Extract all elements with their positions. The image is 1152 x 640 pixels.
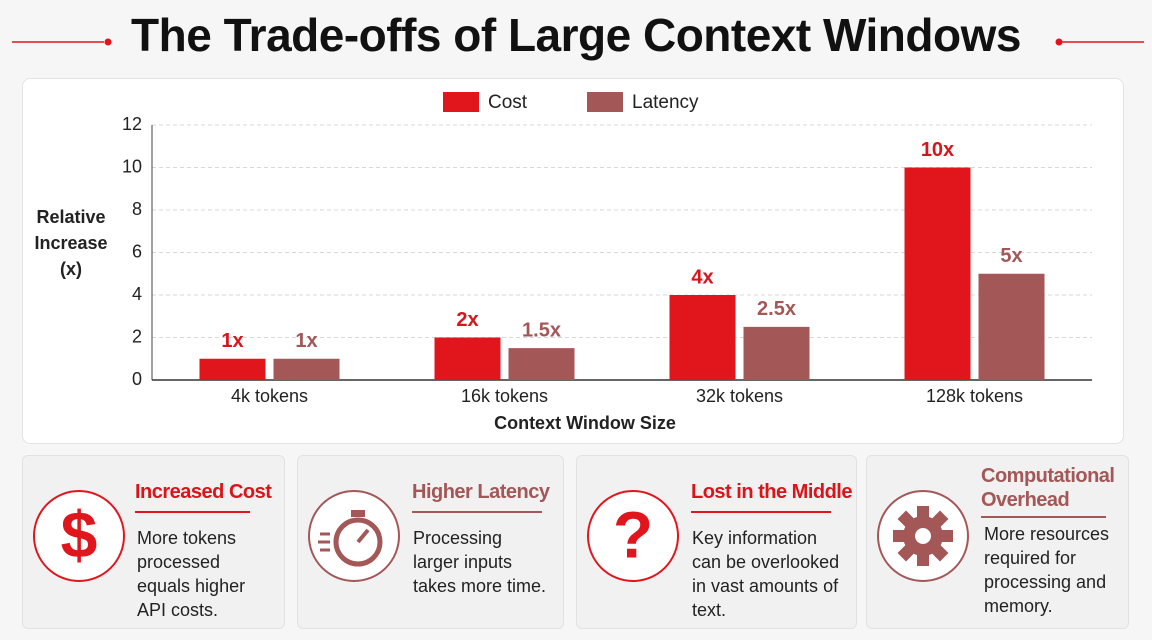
bar bbox=[743, 326, 810, 380]
value-label: 1x bbox=[295, 330, 317, 352]
y-tick-label: 8 bbox=[132, 199, 142, 219]
legend-swatch bbox=[443, 92, 479, 112]
x-axis-label: Context Window Size bbox=[494, 413, 676, 433]
underline bbox=[135, 511, 250, 513]
card-text: More tokens processed equals higher API … bbox=[137, 528, 246, 620]
underline bbox=[691, 511, 831, 513]
card: Higher Latency Processing larger inputs … bbox=[297, 455, 564, 629]
bar bbox=[199, 358, 266, 380]
chart: 0 2 4 6 8 10 12 Context Window Size Cost Latency 4… bbox=[122, 92, 1092, 433]
icon bbox=[308, 490, 400, 582]
x-tick-label: 16k tokens bbox=[461, 386, 548, 406]
card-text: More resources required for processing a… bbox=[984, 524, 1110, 616]
x-tick-label: 32k tokens bbox=[696, 386, 783, 406]
y-tick-label: 6 bbox=[132, 241, 142, 261]
card-title: Increased Cost bbox=[135, 481, 272, 503]
value-label: 2x bbox=[456, 309, 478, 331]
icon: $ bbox=[33, 490, 125, 582]
card-text: Processing larger inputs takes more time… bbox=[413, 528, 547, 596]
icon: ? bbox=[587, 490, 679, 582]
legend-swatch bbox=[587, 92, 623, 112]
card-title: Higher Latency bbox=[412, 481, 550, 503]
y-tick-label: 4 bbox=[132, 284, 142, 304]
bar bbox=[669, 295, 736, 380]
page-title: The Trade-offs of Large Context Windows bbox=[131, 9, 1021, 61]
card: Computational Overhead More resources re… bbox=[866, 455, 1129, 629]
card-text: Key information can be overlooked in vas… bbox=[692, 528, 840, 620]
icon-glyph: $ bbox=[61, 497, 98, 571]
bar bbox=[273, 358, 340, 380]
value-label: 2.5x bbox=[757, 298, 796, 320]
value-label: 1x bbox=[221, 330, 243, 352]
bar bbox=[434, 337, 501, 380]
y-tick-label: 12 bbox=[122, 114, 142, 134]
underline bbox=[412, 511, 542, 513]
y-axis-label: Relative Increase (x) bbox=[34, 207, 108, 279]
card: ? Lost in the Middle Key information can… bbox=[576, 455, 857, 629]
legend-label: Cost bbox=[488, 92, 528, 113]
y-tick-label: 2 bbox=[132, 326, 142, 346]
value-label: 5x bbox=[1000, 245, 1022, 267]
value-label: 1.5x bbox=[522, 319, 561, 341]
y-tick-label: 10 bbox=[122, 156, 142, 176]
icon-glyph: ? bbox=[613, 497, 653, 571]
card: $ Increased Cost More tokens processed e… bbox=[22, 455, 285, 629]
y-tick-label: 0 bbox=[132, 369, 142, 389]
x-tick-label: 128k tokens bbox=[926, 386, 1023, 406]
underline bbox=[981, 516, 1106, 518]
bar bbox=[508, 348, 575, 380]
value-label: 10x bbox=[921, 139, 954, 161]
x-tick-label: 4k tokens bbox=[231, 386, 308, 406]
icon bbox=[877, 490, 969, 582]
bar bbox=[978, 273, 1045, 380]
value-label: 4x bbox=[691, 266, 713, 288]
card-title: Lost in the Middle bbox=[691, 481, 853, 503]
legend-label: Latency bbox=[632, 92, 699, 113]
card-title: Computational Overhead bbox=[981, 465, 1115, 511]
bar bbox=[904, 167, 971, 380]
